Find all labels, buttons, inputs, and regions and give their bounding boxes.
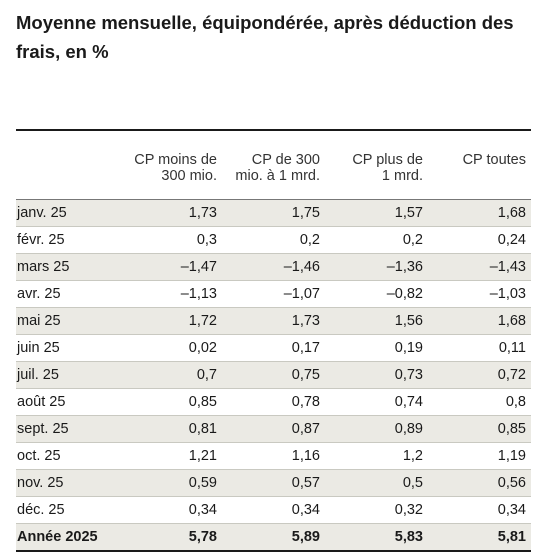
table-row: juin 25 0,02 0,17 0,19 0,11	[16, 335, 531, 362]
row-label: févr. 25	[17, 232, 65, 248]
cell-value-medium: 0,2	[299, 232, 320, 248]
cell-value-all: –1,03	[489, 286, 526, 302]
table-top-rule	[16, 129, 531, 131]
returns-table: CP moins de 300 mio. CP de 300 mio. à 1 …	[16, 129, 531, 552]
cell-value-all: 1,68	[497, 313, 526, 329]
row-label: avr. 25	[17, 286, 61, 302]
cell-value-large: 0,2	[402, 232, 423, 248]
cell-value-large: –1,36	[386, 259, 423, 275]
cell-value-medium: 0,75	[291, 367, 320, 383]
total-value-all: 5,81	[497, 529, 526, 545]
cell-value-small: 0,81	[188, 421, 217, 437]
cell-value-all: 0,56	[497, 475, 526, 491]
table-total-row: Année 2025 5,78 5,89 5,83 5,81	[16, 524, 531, 552]
column-header-large: CP plus de 1 mrd.	[352, 152, 423, 184]
cell-value-small: 0,7	[196, 367, 217, 383]
total-label: Année 2025	[17, 529, 98, 545]
column-header-all: CP toutes	[462, 152, 526, 168]
table-row: janv. 25 1,73 1,75 1,57 1,68	[16, 200, 531, 227]
table-header-row: CP moins de 300 mio. CP de 300 mio. à 1 …	[16, 131, 531, 199]
table-row: mars 25 –1,47 –1,46 –1,36 –1,43	[16, 254, 531, 281]
cell-value-large: 1,56	[394, 313, 423, 329]
cell-value-all: 0,24	[497, 232, 526, 248]
cell-value-all: –1,43	[489, 259, 526, 275]
cell-value-small: 0,34	[188, 502, 217, 518]
table-row: déc. 25 0,34 0,34 0,32 0,34	[16, 497, 531, 524]
cell-value-large: 0,19	[394, 340, 423, 356]
total-value-large: 5,83	[394, 529, 423, 545]
row-label: oct. 25	[17, 448, 61, 464]
total-value-small: 5,78	[188, 529, 217, 545]
cell-value-large: –0,82	[386, 286, 423, 302]
total-value-medium: 5,89	[291, 529, 320, 545]
cell-value-medium: 0,57	[291, 475, 320, 491]
row-label: août 25	[17, 394, 66, 410]
table-row: avr. 25 –1,13 –1,07 –0,82 –1,03	[16, 281, 531, 308]
page-title: Moyenne mensuelle, équipondérée, après d…	[16, 12, 514, 62]
cell-value-medium: 1,16	[291, 448, 320, 464]
row-label: juin 25	[17, 340, 60, 356]
cell-value-large: 1,57	[394, 205, 423, 221]
cell-value-small: 0,59	[188, 475, 217, 491]
table-row: oct. 25 1,21 1,16 1,2 1,19	[16, 443, 531, 470]
table-row: sept. 25 0,81 0,87 0,89 0,85	[16, 416, 531, 443]
row-label: sept. 25	[17, 421, 69, 437]
row-label: déc. 25	[17, 502, 65, 518]
cell-value-medium: 0,17	[291, 340, 320, 356]
table-row: févr. 25 0,3 0,2 0,2 0,24	[16, 227, 531, 254]
cell-value-small: 0,02	[188, 340, 217, 356]
cell-value-large: 0,32	[394, 502, 423, 518]
row-label: janv. 25	[17, 205, 67, 221]
cell-value-small: 1,72	[188, 313, 217, 329]
cell-value-medium: –1,07	[283, 286, 320, 302]
cell-value-large: 1,2	[402, 448, 423, 464]
cell-value-medium: 0,78	[291, 394, 320, 410]
table-body: janv. 25 1,73 1,75 1,57 1,68 févr. 25 0,3 0,2 0,…	[16, 200, 531, 524]
cell-value-all: 0,85	[497, 421, 526, 437]
row-label: mars 25	[17, 259, 70, 275]
cell-value-all: 1,68	[497, 205, 526, 221]
cell-value-all: 0,72	[497, 367, 526, 383]
cell-value-small: 1,21	[188, 448, 217, 464]
cell-value-small: –1,13	[180, 286, 217, 302]
header-divider	[16, 199, 531, 200]
cell-value-small: 0,3	[196, 232, 217, 248]
cell-value-small: 1,73	[188, 205, 217, 221]
table-row: juil. 25 0,7 0,75 0,73 0,72	[16, 362, 531, 389]
cell-value-large: 0,5	[402, 475, 423, 491]
cell-value-small: –1,47	[180, 259, 217, 275]
column-header-medium: CP de 300 mio. à 1 mrd.	[235, 152, 320, 184]
cell-value-medium: –1,46	[283, 259, 320, 275]
cell-value-small: 0,85	[188, 394, 217, 410]
table-row: mai 25 1,72 1,73 1,56 1,68	[16, 308, 531, 335]
cell-value-all: 0,8	[505, 394, 526, 410]
cell-value-large: 0,74	[394, 394, 423, 410]
cell-value-large: 0,89	[394, 421, 423, 437]
table-row: nov. 25 0,59 0,57 0,5 0,56	[16, 470, 531, 497]
cell-value-medium: 0,87	[291, 421, 320, 437]
cell-value-all: 1,19	[497, 448, 526, 464]
row-label: nov. 25	[17, 475, 64, 491]
cell-value-all: 0,34	[497, 502, 526, 518]
table-row: août 25 0,85 0,78 0,74 0,8	[16, 389, 531, 416]
cell-value-large: 0,73	[394, 367, 423, 383]
cell-value-medium: 0,34	[291, 502, 320, 518]
cell-value-medium: 1,75	[291, 205, 320, 221]
cell-value-medium: 1,73	[291, 313, 320, 329]
row-label: mai 25	[17, 313, 61, 329]
cell-value-all: 0,11	[498, 340, 526, 356]
column-header-small: CP moins de 300 mio.	[134, 152, 217, 184]
row-label: juil. 25	[17, 367, 59, 383]
